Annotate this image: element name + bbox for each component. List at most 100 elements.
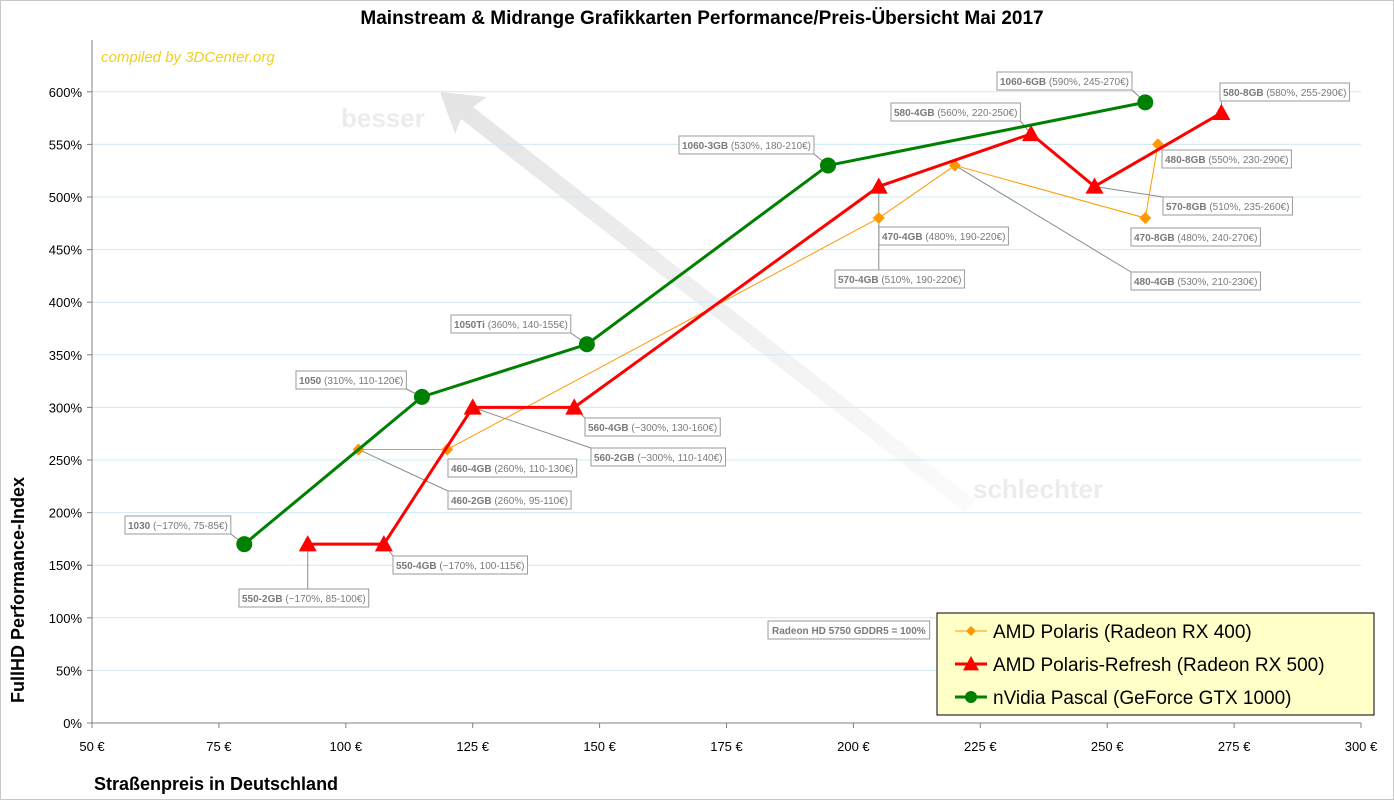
data-point xyxy=(872,212,885,225)
data-label-box xyxy=(124,515,232,535)
legend-marker xyxy=(963,656,979,671)
data-point xyxy=(298,535,317,552)
y-tick-label: 100% xyxy=(49,611,83,626)
x-tick-label: 75 € xyxy=(206,739,232,754)
data-label-card: 460-2GB xyxy=(451,496,492,507)
y-axis-label: FullHD Performance-Index xyxy=(8,477,28,703)
x-tick-label: 300 € xyxy=(1345,739,1378,754)
leader-line xyxy=(1094,185,1164,198)
legend-marker xyxy=(966,626,976,636)
data-label: 1050 (310%, 110-120€) xyxy=(295,370,407,390)
reference-note-box xyxy=(767,620,931,640)
data-label-text: 470-8GB (480%, 240-270€) xyxy=(1134,233,1257,244)
legend-item: AMD Polaris (Radeon RX 400) xyxy=(955,622,1252,643)
y-tick-label: 300% xyxy=(49,400,83,415)
data-label-card: 580-4GB xyxy=(894,108,935,119)
data-label-card: 560-4GB xyxy=(588,423,629,434)
y-tick-label: 150% xyxy=(49,558,83,573)
data-label: 560-2GB (~300%, 110-140€) xyxy=(590,447,727,467)
data-label-text: 560-2GB (~300%, 110-140€) xyxy=(594,453,723,464)
data-label-values: (530%, 210-230€) xyxy=(1175,277,1258,288)
x-tick-label: 125 € xyxy=(456,739,489,754)
data-point xyxy=(869,177,888,194)
data-label-text: 570-8GB (510%, 235-260€) xyxy=(1166,202,1289,213)
data-label-values: (590%, 245-270€) xyxy=(1046,77,1129,88)
data-label-text: 570-4GB (510%, 190-220€) xyxy=(838,275,961,286)
data-label-values: (~170%, 85-100€) xyxy=(283,594,366,605)
data-label-box xyxy=(1219,82,1350,102)
legend-item: AMD Polaris-Refresh (Radeon RX 500) xyxy=(955,655,1325,676)
data-label-text: 470-4GB (480%, 190-220€) xyxy=(882,232,1005,243)
data-label-box xyxy=(450,314,572,334)
data-label-text: 1030 (~170%, 75-85€) xyxy=(128,521,228,532)
data-label-text: 480-8GB (550%, 230-290€) xyxy=(1165,155,1288,166)
series-line xyxy=(358,144,1159,450)
legend-label: AMD Polaris (Radeon RX 400) xyxy=(993,622,1252,643)
data-label-text: 580-4GB (560%, 220-250€) xyxy=(894,108,1017,119)
data-label-values: (550%, 230-290€) xyxy=(1206,155,1289,166)
data-label-values: (560%, 220-250€) xyxy=(935,108,1018,119)
data-label-card: 480-4GB xyxy=(1134,277,1175,288)
data-label-box xyxy=(678,135,815,155)
data-label-box xyxy=(878,226,1009,246)
data-label-values: (530%, 180-210€) xyxy=(728,141,811,152)
x-tick-label: 50 € xyxy=(79,739,105,754)
chart-title: Mainstream & Midrange Grafikkarten Perfo… xyxy=(360,8,1043,29)
data-label-card: 1060-6GB xyxy=(1000,77,1046,88)
data-label-text: 1050Ti (360%, 140-155€) xyxy=(454,320,568,331)
data-label-card: 560-2GB xyxy=(594,453,635,464)
leader-line xyxy=(358,449,449,492)
data-label: 570-8GB (510%, 235-260€) xyxy=(1162,196,1293,216)
data-label-values: (510%, 235-260€) xyxy=(1207,202,1290,213)
data-label: 470-4GB (480%, 190-220€) xyxy=(878,226,1009,246)
data-label-box xyxy=(447,490,572,510)
x-tick-label: 100 € xyxy=(330,739,363,754)
x-tick-label: 150 € xyxy=(583,739,616,754)
data-label: 550-2GB (~170%, 85-100€) xyxy=(238,588,370,608)
x-axis-label: Straßenpreis in Deutschland xyxy=(94,774,338,794)
data-label-box xyxy=(238,588,370,608)
y-tick-label: 200% xyxy=(49,506,83,521)
data-label-box xyxy=(1130,227,1261,247)
x-tick-label: 275 € xyxy=(1218,739,1251,754)
watermark-worse: schlechter xyxy=(973,474,1103,504)
y-tick-label: 450% xyxy=(49,243,83,258)
data-label: 470-8GB (480%, 240-270€) xyxy=(1130,227,1261,247)
data-label-card: 570-4GB xyxy=(838,275,879,286)
data-label-values: (260%, 110-130€) xyxy=(492,464,574,475)
data-label-box xyxy=(590,447,727,467)
data-point xyxy=(1085,177,1104,194)
data-label-box xyxy=(834,269,965,289)
data-label-values: (580%, 255-290€) xyxy=(1264,88,1347,99)
reference-note-text: Radeon HD 5750 GDDR5 = 100% xyxy=(772,626,926,637)
data-label-values: (~170%, 100-115€) xyxy=(437,561,525,572)
data-label-card: 1050Ti xyxy=(454,320,485,331)
data-label: 1060-6GB (590%, 245-270€) xyxy=(996,71,1133,91)
data-label-box xyxy=(890,102,1021,122)
data-point xyxy=(463,398,482,415)
leader-line xyxy=(472,406,592,449)
data-label-values: (360%, 140-155€) xyxy=(485,320,568,331)
data-point xyxy=(1139,212,1152,225)
data-label-card: 470-4GB xyxy=(882,232,923,243)
data-label: 1030 (~170%, 75-85€) xyxy=(124,515,232,535)
x-tick-label: 200 € xyxy=(837,739,870,754)
data-label-card: 1050 xyxy=(299,376,322,387)
data-label-box xyxy=(996,71,1133,91)
y-tick-label: 400% xyxy=(49,295,83,310)
data-point xyxy=(374,535,393,552)
leader-line xyxy=(954,165,1132,273)
legend-label: AMD Polaris-Refresh (Radeon RX 500) xyxy=(993,655,1325,676)
y-tick-label: 550% xyxy=(49,137,83,152)
data-label-card: 1030 xyxy=(128,521,151,532)
y-tick-label: 600% xyxy=(49,85,83,100)
series-line xyxy=(307,111,1223,546)
data-label: 480-8GB (550%, 230-290€) xyxy=(1161,149,1292,169)
data-label-text: 1060-3GB (530%, 180-210€) xyxy=(682,141,811,152)
data-label-card: 1060-3GB xyxy=(682,141,728,152)
data-label: 580-8GB (580%, 255-290€) xyxy=(1219,82,1350,102)
data-point xyxy=(236,536,253,553)
data-label: 560-4GB (~300%, 130-160€) xyxy=(584,417,721,437)
data-label-values: (~300%, 110-140€) xyxy=(635,453,723,464)
data-label-card: 470-8GB xyxy=(1134,233,1175,244)
